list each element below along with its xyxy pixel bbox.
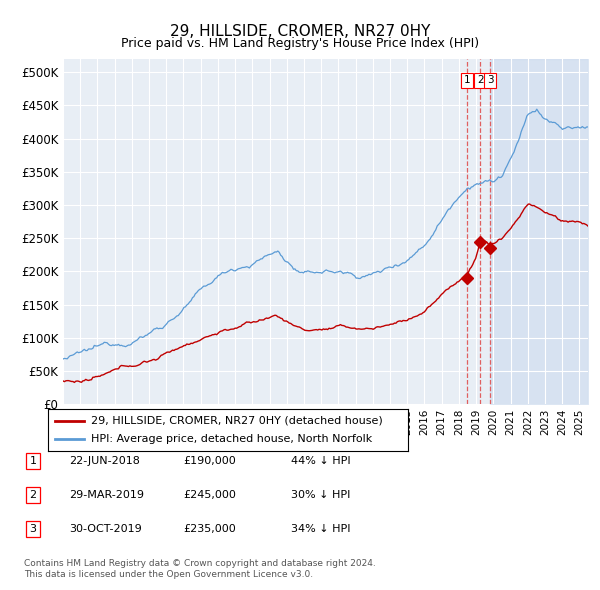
Text: HPI: Average price, detached house, North Norfolk: HPI: Average price, detached house, Nort… xyxy=(91,434,373,444)
Text: £235,000: £235,000 xyxy=(183,524,236,533)
Text: This data is licensed under the Open Government Licence v3.0.: This data is licensed under the Open Gov… xyxy=(24,571,313,579)
Text: 1: 1 xyxy=(29,457,37,466)
Text: 29-MAR-2019: 29-MAR-2019 xyxy=(69,490,144,500)
Text: 29, HILLSIDE, CROMER, NR27 0HY: 29, HILLSIDE, CROMER, NR27 0HY xyxy=(170,24,430,38)
Text: £190,000: £190,000 xyxy=(183,457,236,466)
Text: 22-JUN-2018: 22-JUN-2018 xyxy=(69,457,140,466)
Text: Price paid vs. HM Land Registry's House Price Index (HPI): Price paid vs. HM Land Registry's House … xyxy=(121,37,479,50)
Text: 30% ↓ HPI: 30% ↓ HPI xyxy=(291,490,350,500)
Text: 2: 2 xyxy=(29,490,37,500)
Text: 1: 1 xyxy=(464,76,470,85)
Text: 44% ↓ HPI: 44% ↓ HPI xyxy=(291,457,350,466)
Text: £245,000: £245,000 xyxy=(183,490,236,500)
Text: 30-OCT-2019: 30-OCT-2019 xyxy=(69,524,142,533)
Text: 3: 3 xyxy=(487,76,494,85)
Text: 34% ↓ HPI: 34% ↓ HPI xyxy=(291,524,350,533)
Text: 29, HILLSIDE, CROMER, NR27 0HY (detached house): 29, HILLSIDE, CROMER, NR27 0HY (detached… xyxy=(91,416,383,426)
Text: 2: 2 xyxy=(477,76,484,85)
Text: 3: 3 xyxy=(29,524,37,533)
Text: Contains HM Land Registry data © Crown copyright and database right 2024.: Contains HM Land Registry data © Crown c… xyxy=(24,559,376,568)
